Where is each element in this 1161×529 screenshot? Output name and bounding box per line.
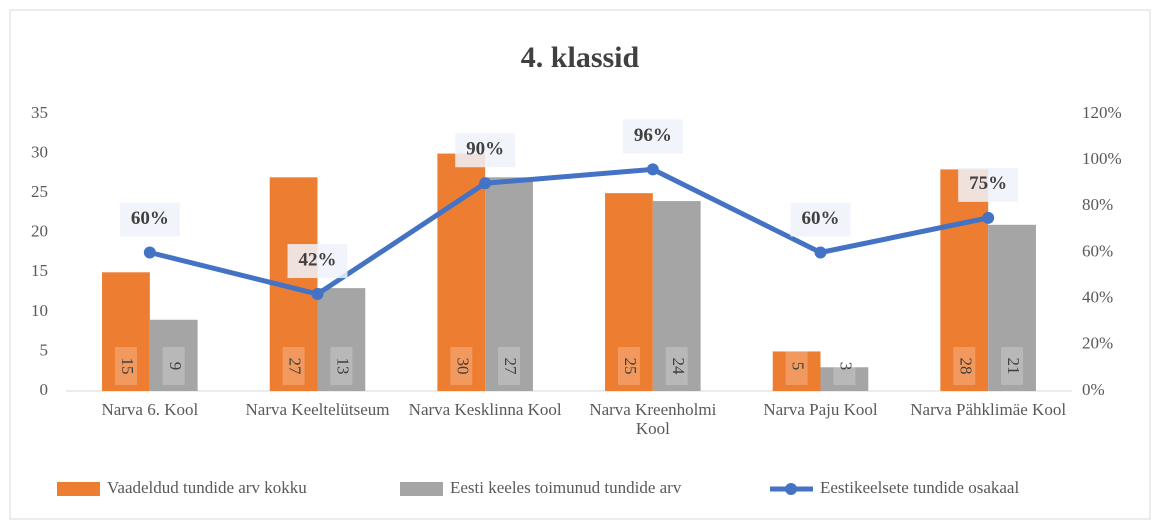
line-label-bg (790, 202, 851, 237)
bar-value-label: 15 (118, 358, 137, 375)
bar (820, 367, 869, 391)
line-marker (646, 163, 659, 176)
y2-tick-label: 40% (1082, 288, 1113, 307)
bar (437, 153, 486, 391)
bar-label-bg (785, 347, 808, 385)
legend-label: Eestikeelsete tundide osakaal (820, 478, 1019, 497)
line-label-bg (119, 202, 180, 237)
y-tick-label: 20 (31, 222, 48, 241)
bar-value-label: 30 (453, 358, 472, 375)
y-tick-label: 0 (40, 380, 49, 399)
y-tick-label: 10 (31, 301, 48, 320)
y2-tick-label: 20% (1082, 334, 1113, 353)
bar-value-label: 27 (286, 358, 305, 376)
bar-label-bg (330, 347, 353, 385)
bar-label-bg (665, 347, 688, 385)
bar-label-bg (953, 347, 976, 385)
bar-value-label: 27 (501, 357, 520, 375)
bar (652, 201, 701, 391)
x-tick-label: Narva Paju Kool (763, 400, 878, 419)
bar-label-bg (162, 347, 185, 385)
y-tick-label: 5 (40, 340, 49, 359)
bar (485, 177, 533, 391)
bar-label-bg (498, 347, 521, 385)
y2-tick-label: 80% (1082, 195, 1113, 214)
line-marker (143, 246, 156, 259)
legend-marker (785, 483, 797, 495)
bar-label-bg (1001, 347, 1024, 385)
bar-label-bg (450, 347, 473, 385)
bar-value-label: 9 (166, 362, 185, 371)
line-value-label: 75% (969, 173, 1007, 194)
bar-value-label: 28 (956, 358, 975, 375)
y2-tick-label: 120% (1082, 103, 1122, 122)
bar (102, 272, 150, 391)
legend-label: Vaadeldud tundide arv kokku (107, 478, 307, 497)
bar-value-label: 13 (333, 358, 352, 375)
bar-value-label: 5 (789, 362, 808, 371)
line-value-label: 90% (466, 139, 504, 160)
bar (149, 319, 198, 391)
y2-tick-label: 0% (1082, 380, 1105, 399)
line-value-label: 96% (634, 125, 672, 146)
y-tick-label: 30 (31, 142, 48, 161)
bar-label-bg (617, 347, 640, 385)
bar-value-label: 25 (621, 358, 640, 375)
line-label-bg (287, 244, 348, 279)
bar (772, 351, 821, 391)
line-value-label: 60% (802, 208, 840, 229)
legend-swatch (400, 482, 443, 496)
line-marker (814, 246, 827, 259)
bar-label-bg (114, 347, 137, 385)
line (149, 166, 989, 297)
x-tick-label: Narva Kreenholmi Kool (589, 400, 717, 438)
x-tick-label: Narva Pähklimäe Kool (910, 400, 1067, 419)
y2-tick-label: 60% (1082, 241, 1113, 260)
line-value-label: 60% (131, 208, 169, 229)
bar-label-bg (282, 347, 305, 385)
line-marker (311, 288, 324, 301)
line-value-label: 42% (299, 249, 337, 270)
line-marker (982, 211, 995, 224)
bar-value-label: 24 (669, 358, 688, 376)
legend-label: Eesti keeles toimunud tundide arv (450, 478, 682, 497)
x-tick-label: Narva 6. Kool (101, 400, 199, 419)
bar-value-label: 3 (836, 362, 855, 371)
line-label-bg (455, 133, 516, 168)
bar (605, 193, 653, 391)
chart-title: 4. klassid (521, 41, 640, 74)
bar-label-bg (833, 347, 856, 385)
bar (988, 224, 1036, 391)
line-marker (479, 177, 492, 190)
bar-value-label: 21 (1004, 358, 1023, 375)
line-label-bg (622, 119, 683, 154)
y-tick-label: 25 (31, 182, 48, 201)
y-tick-label: 35 (31, 103, 48, 122)
y-tick-label: 15 (31, 261, 48, 280)
line-label-bg (958, 167, 1019, 202)
bar (940, 169, 989, 391)
x-tick-label: Narva Keeltelütseum (245, 400, 390, 419)
x-tick-label: Narva Kesklinna Kool (408, 400, 562, 419)
y2-tick-label: 100% (1082, 149, 1122, 168)
bar (317, 288, 366, 391)
legend-swatch (57, 482, 100, 496)
